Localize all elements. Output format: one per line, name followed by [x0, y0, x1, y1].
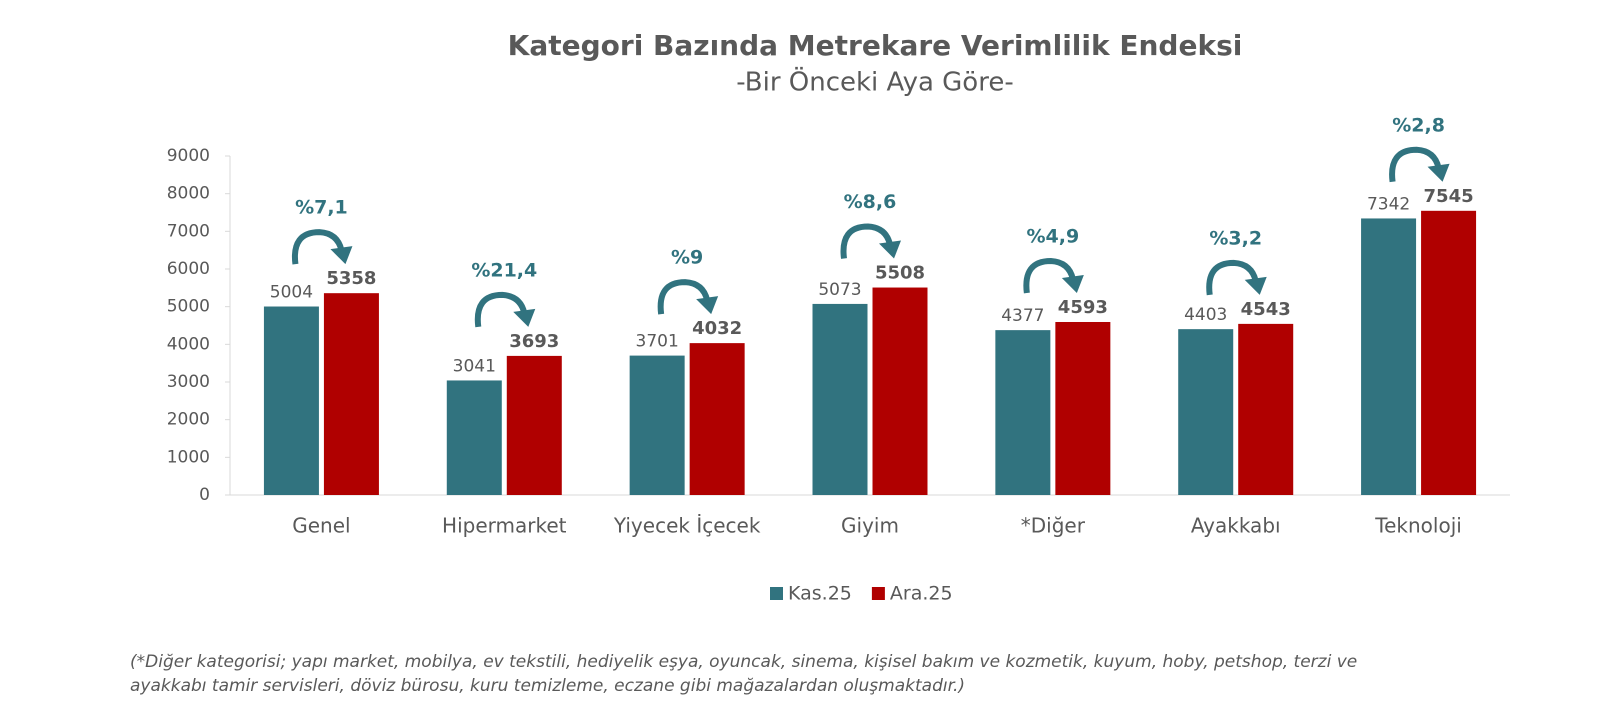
change-arrow	[474, 291, 528, 328]
bar	[506, 355, 562, 495]
bar	[1238, 323, 1294, 495]
y-tick-label: 3000	[167, 372, 210, 392]
change-label: %7,1	[295, 197, 348, 219]
x-tick-label: Ayakkabı	[1191, 514, 1281, 538]
y-tick-label: 9000	[167, 146, 210, 166]
value-label: 3041	[453, 356, 496, 376]
legend-label: Kas.25	[788, 583, 852, 605]
change-arrow	[1023, 257, 1076, 294]
bar	[263, 306, 319, 495]
change-arrow	[291, 229, 345, 265]
bar	[689, 343, 745, 495]
footnote: (*Diğer kategorisi; yapı market, mobilya…	[130, 652, 1357, 672]
y-tick-label: 6000	[167, 259, 210, 279]
x-tick-label: Hipermarket	[442, 514, 567, 538]
change-arrowhead	[513, 308, 536, 327]
change-label: %3,2	[1209, 227, 1262, 249]
bar	[1361, 218, 1417, 495]
chart-subtitle: -Bir Önceki Aya Göre-	[736, 66, 1013, 98]
legend-swatch	[770, 587, 783, 600]
value-label: 4377	[1001, 306, 1044, 326]
legend-label: Ara.25	[890, 583, 953, 605]
value-label: 5004	[270, 283, 313, 303]
change-arrowhead	[879, 240, 901, 259]
change-arrowhead	[1427, 163, 1450, 182]
y-tick-label: 8000	[167, 184, 210, 204]
value-label: 4543	[1241, 299, 1291, 320]
value-label: 5358	[326, 268, 376, 289]
bar	[995, 330, 1051, 495]
change-arrowhead	[330, 246, 353, 265]
change-arrowhead	[1061, 274, 1084, 293]
value-label: 4403	[1184, 305, 1227, 325]
legend-swatch	[871, 587, 885, 600]
y-tick-label: 1000	[167, 447, 210, 467]
change-arrow	[657, 279, 711, 315]
x-tick-label: Teknoloji	[1374, 514, 1462, 538]
bar	[812, 303, 868, 495]
bar	[323, 293, 379, 495]
change-arrow	[1389, 146, 1442, 183]
x-tick-label: Giyim	[841, 514, 899, 538]
x-tick-label: Genel	[292, 514, 350, 538]
y-tick-label: 0	[199, 485, 210, 505]
y-tick-label: 5000	[167, 297, 210, 317]
bar	[1178, 329, 1234, 495]
bar	[872, 287, 928, 495]
value-label: 5508	[875, 263, 925, 284]
value-label: 4032	[692, 318, 742, 339]
x-tick-label: *Diğer	[1021, 514, 1086, 538]
y-tick-label: 4000	[167, 334, 210, 354]
bar	[446, 380, 502, 495]
value-label: 7545	[1424, 186, 1474, 207]
value-label: 4593	[1058, 297, 1108, 318]
change-arrowhead	[1244, 276, 1267, 295]
value-label: 5073	[818, 280, 861, 300]
y-tick-label: 2000	[167, 410, 210, 430]
footnote: ayakkabı tamir servisleri, döviz bürosu,…	[130, 676, 965, 696]
change-label: %21,4	[471, 259, 537, 281]
value-label: 3701	[636, 332, 679, 352]
bar	[1055, 321, 1111, 495]
change-label: %9	[671, 247, 703, 269]
change-arrowhead	[696, 296, 719, 315]
bar	[629, 355, 685, 495]
value-label: 7342	[1367, 194, 1410, 214]
value-label: 3693	[509, 331, 559, 352]
change-arrow	[840, 223, 893, 259]
bar	[1421, 210, 1477, 495]
x-tick-label: Yiyecek İçecek	[613, 514, 761, 538]
change-arrow	[1206, 259, 1259, 296]
chart-title: Kategori Bazında Metrekare Verimlilik En…	[508, 29, 1243, 62]
y-tick-label: 7000	[167, 221, 210, 241]
change-label: %4,9	[1027, 225, 1080, 247]
change-label: %8,6	[844, 191, 897, 213]
change-label: %2,8	[1392, 114, 1445, 136]
